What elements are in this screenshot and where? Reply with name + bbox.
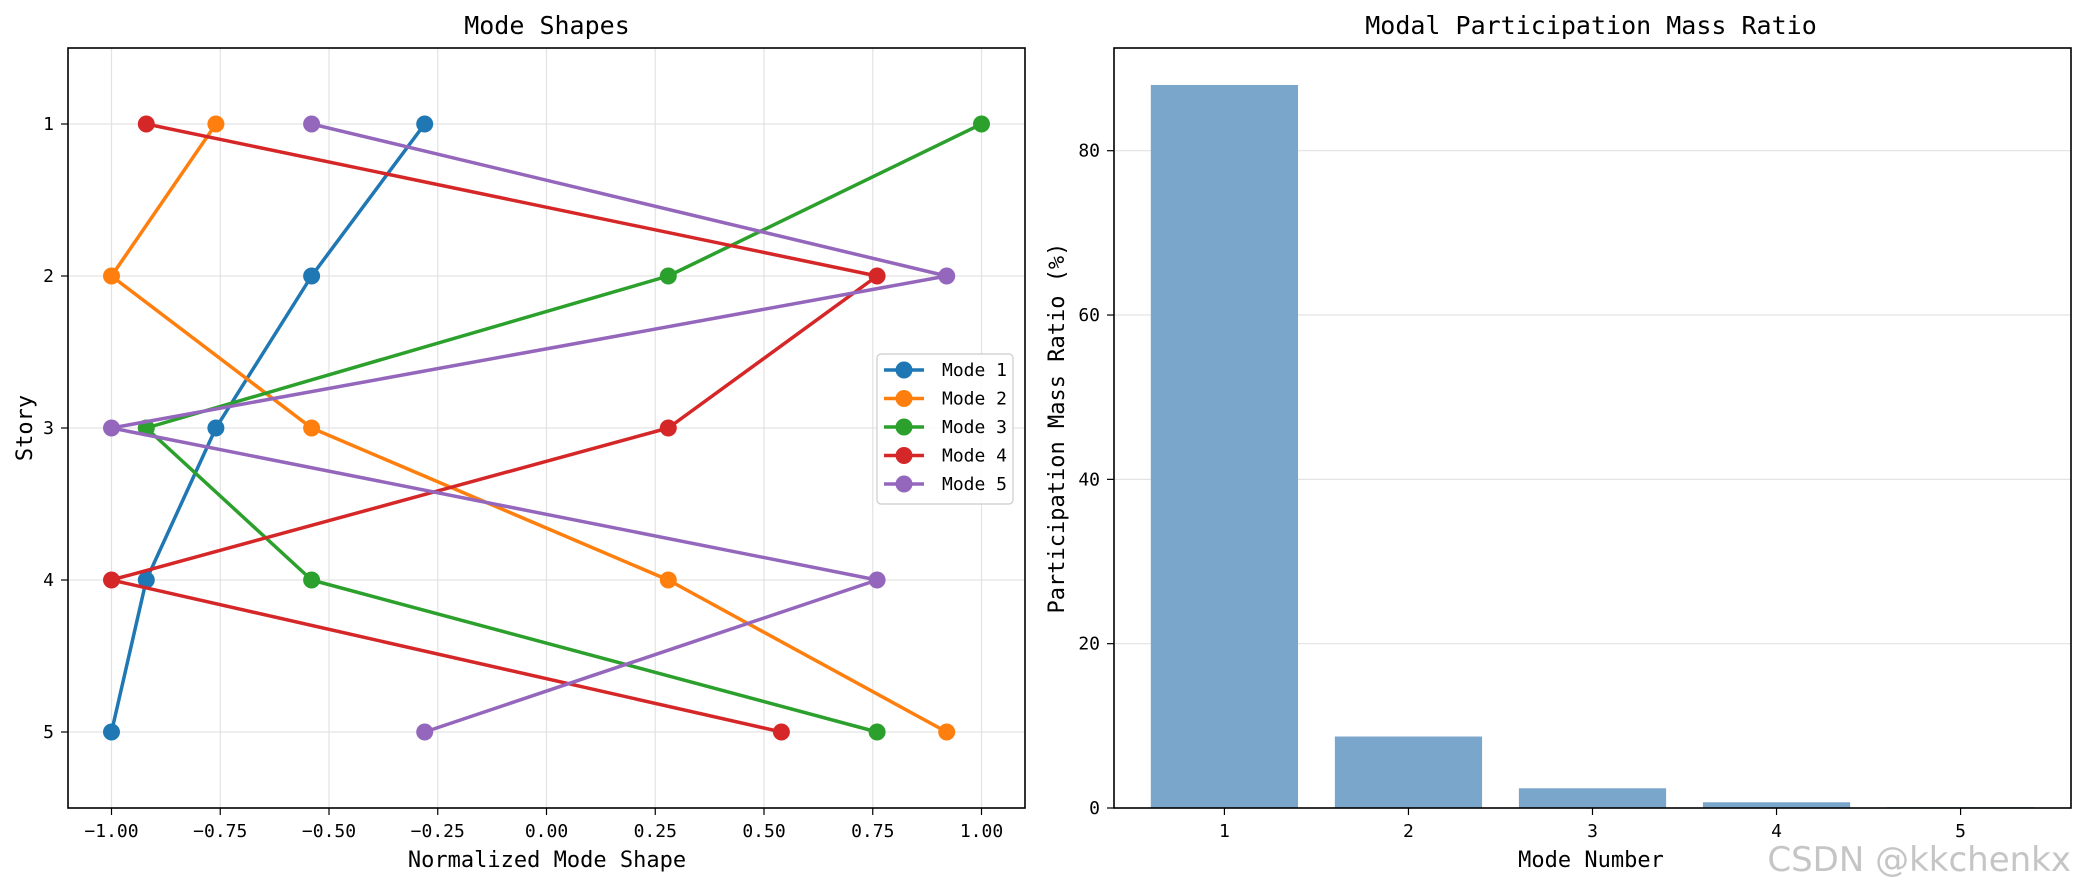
y-tick-label: 5	[43, 722, 54, 743]
data-point	[303, 419, 321, 437]
series-mode-3	[137, 115, 990, 741]
x-tick-label: 5	[1955, 821, 1966, 842]
legend-item: Mode 3	[884, 417, 1007, 438]
y-tick-label: 2	[43, 266, 54, 287]
data-point	[303, 115, 321, 133]
data-point	[938, 723, 956, 741]
mode-shapes-y-ticks: 1 2 3 4 5	[43, 114, 68, 743]
mode-shapes-legend: Mode 1 Mode 2 Mode 3 Mode 4 Mode 5	[876, 353, 1014, 505]
data-point	[303, 571, 321, 589]
mode-shapes-grid	[68, 48, 1025, 808]
legend-label: Mode 2	[942, 389, 1007, 410]
y-tick-label: 60	[1078, 305, 1100, 326]
mode-shapes-x-label: Normalized Mode Shape	[408, 848, 686, 873]
data-point	[416, 115, 434, 133]
participation-y-label: Participation Mass Ratio (%)	[1045, 243, 1070, 614]
x-tick-label: 0.75	[851, 821, 894, 842]
data-point	[659, 571, 677, 589]
participation-title: Modal Participation Mass Ratio	[1365, 11, 1817, 40]
data-point	[207, 115, 225, 133]
bar-mode-3	[1518, 788, 1667, 808]
participation-bars	[1150, 84, 2035, 809]
x-tick-label: 4	[1771, 821, 1782, 842]
legend-marker	[895, 418, 913, 436]
mode-shapes-x-ticks: −1.00 −0.75 −0.50 −0.25 0.00 0.25 0.50 0.75 1.00	[84, 808, 1003, 842]
data-point	[659, 419, 677, 437]
mode-shapes-y-label: Story	[13, 395, 38, 461]
x-tick-label: 0.50	[742, 821, 785, 842]
legend-label: Mode 5	[942, 474, 1007, 495]
participation-x-label: Mode Number	[1518, 848, 1664, 873]
y-tick-label: 0	[1089, 798, 1100, 819]
x-tick-label: 0.25	[634, 821, 677, 842]
data-point	[938, 267, 956, 285]
legend-item: Mode 5	[884, 474, 1007, 495]
mode-shapes-chart: Mode Shapes −1.00 −0.75 −0.50 −0.25 0.00 0.25…	[13, 11, 1026, 873]
x-tick-label: −0.25	[411, 821, 465, 842]
legend-item: Mode 2	[884, 389, 1007, 410]
bar-mode-4	[1702, 802, 1851, 808]
data-point	[868, 267, 886, 285]
series-mode-5	[103, 115, 956, 741]
y-tick-label: 20	[1078, 634, 1100, 655]
data-point	[416, 723, 434, 741]
data-point	[868, 571, 886, 589]
x-tick-label: −0.50	[302, 821, 356, 842]
x-tick-label: 2	[1403, 821, 1414, 842]
y-tick-label: 1	[43, 114, 54, 135]
data-point	[659, 267, 677, 285]
legend-item: Mode 1	[884, 360, 1007, 381]
data-point	[772, 723, 790, 741]
watermark: CSDN @kkchenkx	[1767, 840, 2071, 880]
x-tick-label: 1	[1219, 821, 1230, 842]
x-tick-label: −1.00	[84, 821, 138, 842]
participation-x-ticks: 1 2 3 4 5	[1219, 808, 1966, 842]
participation-chart: Modal Participation Mass Ratio 1 2 3 4 5 0 20…	[1045, 11, 2072, 873]
data-point	[103, 267, 120, 285]
bar-mode-2	[1334, 736, 1483, 808]
participation-y-ticks: 0 20 40 60 80	[1078, 141, 1114, 819]
legend-marker	[895, 475, 913, 493]
legend-item: Mode 4	[884, 446, 1007, 467]
series-mode-1	[103, 115, 434, 741]
data-point	[103, 571, 120, 589]
y-tick-label: 4	[43, 570, 54, 591]
data-point	[973, 115, 990, 133]
x-tick-label: 0.00	[525, 821, 568, 842]
x-tick-label: −0.75	[193, 821, 247, 842]
mode-shapes-title: Mode Shapes	[464, 11, 630, 40]
y-tick-label: 80	[1078, 141, 1100, 162]
data-point	[207, 419, 225, 437]
series-mode-2	[103, 115, 956, 741]
legend-label: Mode 4	[942, 446, 1007, 467]
legend-marker	[895, 361, 913, 379]
legend-label: Mode 3	[942, 417, 1007, 438]
legend-box	[876, 353, 1014, 505]
data-point	[303, 267, 321, 285]
data-point	[137, 115, 155, 133]
data-point	[103, 419, 120, 437]
y-tick-label: 3	[43, 418, 54, 439]
x-tick-label: 3	[1587, 821, 1598, 842]
x-tick-label: 1.00	[960, 821, 1003, 842]
mode-shapes-series	[103, 115, 990, 741]
y-tick-label: 40	[1078, 469, 1100, 490]
bar-mode-1	[1150, 84, 1299, 809]
legend-marker	[895, 447, 913, 464]
data-point	[868, 723, 886, 741]
data-point	[103, 723, 120, 741]
legend-marker	[895, 390, 913, 407]
series-mode-4	[103, 115, 886, 741]
data-point	[137, 571, 155, 589]
legend-label: Mode 1	[942, 360, 1007, 381]
